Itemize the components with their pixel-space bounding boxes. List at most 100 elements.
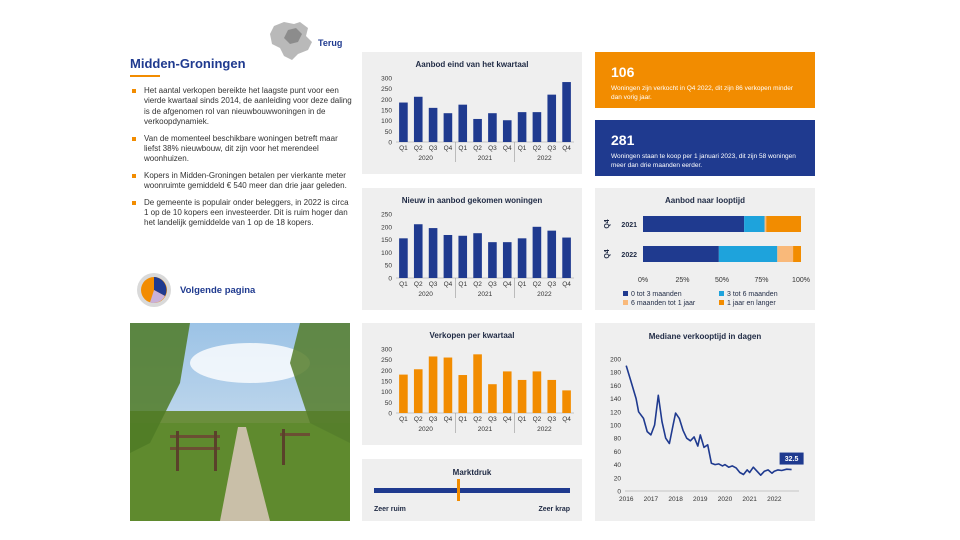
x-tick-label: Q2 — [414, 416, 423, 423]
bar — [413, 224, 423, 278]
bar — [458, 375, 468, 413]
bar — [547, 230, 557, 278]
bar — [473, 118, 482, 142]
bar — [547, 379, 557, 413]
y-tick-label: 250 — [381, 212, 392, 219]
category-label: 2021 — [621, 222, 637, 229]
chart-panel-looptijd: Aanbod naar looptijd 2021 Q4 2022 Q4 0% 25% 50… — [595, 188, 815, 310]
bullet-list: Het aantal verkopen bereikte het laagste… — [130, 86, 352, 235]
marktdruk-marker — [456, 479, 460, 501]
x-tick-label: 2019 — [693, 496, 708, 503]
y-tick-label: 20 — [614, 475, 622, 482]
y-tick-label: 40 — [614, 462, 622, 469]
chart-panel-verkooptijd: Mediane verkooptijd in dagen 0 20 40 60 80 10… — [595, 323, 815, 521]
stacked-bar-chart-looptijd: 2021 Q4 2022 Q4 0% 25% 50% 75% 100% — [604, 216, 810, 284]
bar — [399, 374, 408, 413]
bar — [399, 238, 408, 278]
y-tick-label: 0 — [617, 489, 621, 496]
chart-title: Aanbod eind van het kwartaal — [415, 60, 529, 69]
bar — [428, 107, 438, 142]
x-tick-label: Q3 — [547, 281, 556, 288]
x-tick-label: Q4 — [503, 416, 512, 423]
marktdruk-right-label: Zeer krap — [538, 506, 570, 513]
x-tick-label: Q3 — [429, 281, 438, 288]
marktdruk-title: Marktdruk — [452, 468, 492, 477]
back-link[interactable]: Terug — [318, 38, 343, 48]
legend-item: 0 tot 3 maanden — [623, 291, 682, 298]
x-tick-label: Q1 — [399, 416, 408, 423]
x-tick-label: 25% — [675, 277, 689, 284]
x-tick-label: Q2 — [473, 416, 482, 423]
x-tick-label: Q1 — [458, 416, 467, 423]
bar-chart-verkopen: 0 50 100 150 200 250 300 Q1 Q2 Q3 Q4 Q1 Q2 Q3 Q4 Q1 Q2 Q3… — [381, 347, 574, 433]
line-chart-verkooptijd: 0 20 40 60 80 100 120 140 160 180 200 2016 2017 2018 2… — [610, 357, 804, 503]
chart-title: Verkopen per kwartaal — [429, 331, 515, 340]
page-title: Midden-Groningen — [130, 56, 246, 71]
year-label: 2021 — [478, 155, 493, 162]
chart-title: Aanbod naar looptijd — [665, 196, 745, 205]
x-tick-label: Q1 — [518, 416, 527, 423]
bar — [562, 390, 571, 413]
y-tick-label: 300 — [381, 347, 392, 354]
x-tick-label: Q4 — [503, 281, 512, 288]
next-page-button[interactable]: Volgende pagina — [136, 272, 296, 308]
next-page-label: Volgende pagina — [180, 285, 256, 296]
stacked-bar-segment — [764, 216, 767, 232]
x-tick-label: 2021 — [742, 496, 757, 503]
x-tick-label: Q2 — [414, 281, 423, 288]
bar — [502, 371, 512, 413]
bar — [488, 384, 497, 413]
bullet-item: De gemeente is populair onder beleggers,… — [130, 198, 352, 229]
bullet-item: Kopers in Midden-Groningen betalen per v… — [130, 171, 352, 192]
chart-panel-nieuw: Nieuw in aanbod gekomen woningen 0 50 100 1… — [362, 188, 582, 310]
series-line — [625, 365, 792, 476]
y-tick-label: 100 — [381, 250, 392, 257]
bar — [502, 120, 512, 142]
stacked-bar-segment — [744, 216, 765, 232]
stacked-bar-segment — [766, 216, 801, 232]
x-tick-label: Q1 — [518, 145, 527, 152]
x-tick-label: 2018 — [668, 496, 683, 503]
y-tick-label: 250 — [381, 357, 392, 364]
x-tick-label: Q2 — [533, 145, 542, 152]
marktdruk-panel: Marktdruk Zeer ruim Zeer krap — [362, 459, 582, 521]
last-value-badge — [779, 452, 804, 465]
bar — [413, 96, 423, 142]
stat-box-verkocht: 106 Woningen zijn verkocht in Q4 2022, d… — [595, 52, 815, 108]
bar — [428, 356, 438, 413]
y-tick-label: 50 — [385, 400, 393, 407]
legend-swatch — [623, 300, 628, 305]
y-tick-label: 200 — [381, 368, 392, 375]
y-tick-label: 150 — [381, 108, 392, 115]
legend-item: 3 tot 6 maanden — [719, 291, 778, 298]
x-tick-label: 2022 — [767, 496, 782, 503]
legend-swatch — [719, 300, 724, 305]
bar — [443, 113, 453, 142]
bar — [488, 242, 497, 278]
legend-label: 3 tot 6 maanden — [727, 291, 778, 298]
region-map-icon — [270, 22, 312, 60]
bar — [562, 82, 571, 142]
y-tick-label: 200 — [610, 357, 621, 364]
map-thumbnail[interactable] — [268, 20, 316, 60]
x-tick-label: Q2 — [533, 416, 542, 423]
x-tick-label: Q2 — [473, 145, 482, 152]
last-value-label: 32.5 — [785, 456, 799, 463]
y-tick-label: 150 — [381, 379, 392, 386]
y-tick-label: 250 — [381, 86, 392, 93]
y-tick-label: 0 — [388, 140, 392, 147]
x-tick-label: Q3 — [488, 281, 497, 288]
y-tick-label: 100 — [381, 118, 392, 125]
x-tick-label: Q3 — [488, 145, 497, 152]
year-label: 2020 — [418, 426, 433, 433]
x-tick-label: Q1 — [458, 281, 467, 288]
year-label: 2022 — [537, 155, 552, 162]
stacked-bar-segment — [643, 246, 719, 262]
bar — [562, 237, 571, 278]
quarter-label: Q4 — [604, 219, 611, 228]
y-tick-label: 60 — [614, 449, 622, 456]
stat-text: Woningen zijn verkocht in Q4 2022, dit z… — [611, 85, 793, 101]
chart-title: Mediane verkooptijd in dagen — [648, 332, 762, 341]
year-label: 2022 — [537, 291, 552, 298]
y-tick-label: 160 — [610, 383, 621, 390]
